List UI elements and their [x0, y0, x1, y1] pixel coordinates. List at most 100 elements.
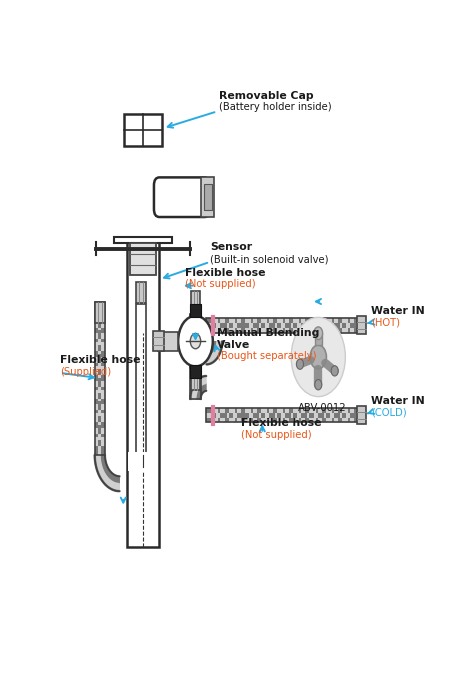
- Bar: [201, 178, 213, 217]
- Bar: [275, 323, 279, 328]
- Bar: [95, 446, 98, 452]
- Bar: [233, 323, 237, 328]
- Bar: [197, 344, 200, 351]
- Bar: [197, 353, 200, 359]
- Bar: [136, 387, 140, 392]
- Bar: [140, 363, 143, 369]
- Text: Flexible hose: Flexible hose: [185, 268, 265, 278]
- Text: Valve: Valve: [217, 340, 250, 350]
- Bar: [243, 413, 247, 418]
- Bar: [140, 410, 143, 416]
- Bar: [257, 328, 261, 333]
- Circle shape: [190, 333, 201, 348]
- Bar: [140, 437, 143, 443]
- Bar: [212, 328, 216, 333]
- Bar: [293, 413, 297, 418]
- Bar: [220, 407, 225, 413]
- Bar: [220, 318, 225, 323]
- Bar: [257, 323, 261, 328]
- Bar: [295, 328, 299, 333]
- Bar: [239, 323, 243, 328]
- Bar: [140, 396, 143, 401]
- Bar: [136, 310, 140, 316]
- Bar: [216, 413, 220, 418]
- Bar: [219, 318, 222, 323]
- Bar: [261, 318, 265, 323]
- Bar: [136, 405, 140, 410]
- Bar: [360, 318, 362, 323]
- Bar: [140, 378, 143, 383]
- Bar: [216, 407, 220, 413]
- Bar: [358, 407, 362, 413]
- Bar: [285, 323, 289, 328]
- Bar: [329, 418, 334, 423]
- Bar: [191, 338, 194, 344]
- Bar: [136, 437, 140, 443]
- Bar: [320, 418, 323, 423]
- Bar: [332, 418, 336, 423]
- Bar: [98, 392, 102, 399]
- Circle shape: [178, 316, 213, 366]
- Bar: [340, 413, 344, 418]
- Bar: [257, 413, 261, 418]
- Bar: [222, 407, 226, 413]
- Bar: [98, 318, 102, 324]
- Bar: [320, 318, 323, 323]
- Bar: [287, 328, 291, 333]
- Bar: [237, 328, 241, 333]
- Bar: [291, 323, 295, 328]
- Bar: [226, 418, 231, 423]
- Bar: [214, 318, 219, 323]
- Bar: [191, 361, 194, 367]
- Bar: [253, 407, 257, 413]
- Bar: [206, 418, 208, 423]
- Bar: [136, 416, 140, 422]
- Bar: [303, 413, 308, 418]
- Bar: [285, 413, 289, 418]
- Bar: [197, 331, 200, 337]
- Bar: [95, 428, 98, 434]
- Bar: [281, 318, 285, 323]
- Bar: [98, 369, 102, 375]
- Bar: [140, 354, 143, 360]
- Bar: [191, 370, 200, 390]
- Bar: [194, 324, 197, 330]
- Bar: [253, 318, 257, 323]
- Bar: [225, 323, 228, 328]
- Bar: [197, 327, 200, 333]
- Bar: [95, 348, 98, 354]
- Bar: [136, 407, 140, 413]
- Bar: [136, 392, 140, 399]
- Bar: [140, 413, 143, 419]
- Bar: [136, 440, 140, 446]
- Bar: [102, 345, 105, 351]
- Bar: [323, 323, 328, 328]
- Bar: [140, 405, 143, 410]
- Bar: [143, 360, 146, 366]
- Bar: [98, 310, 102, 316]
- Bar: [102, 372, 105, 378]
- Bar: [191, 314, 200, 399]
- Bar: [279, 407, 283, 413]
- Circle shape: [315, 379, 322, 390]
- Bar: [287, 318, 291, 323]
- Bar: [267, 407, 271, 413]
- Bar: [269, 407, 273, 413]
- Bar: [102, 336, 105, 342]
- Bar: [140, 304, 143, 310]
- Bar: [231, 318, 235, 323]
- Bar: [267, 328, 271, 333]
- Bar: [326, 407, 329, 413]
- Bar: [95, 419, 98, 425]
- Bar: [314, 323, 317, 328]
- Bar: [143, 304, 146, 310]
- Bar: [102, 422, 105, 428]
- Bar: [197, 334, 200, 340]
- Bar: [352, 318, 356, 323]
- Bar: [152, 331, 164, 351]
- Bar: [231, 328, 235, 333]
- Bar: [346, 413, 350, 418]
- Bar: [326, 328, 329, 333]
- Bar: [342, 407, 346, 413]
- Bar: [143, 366, 146, 372]
